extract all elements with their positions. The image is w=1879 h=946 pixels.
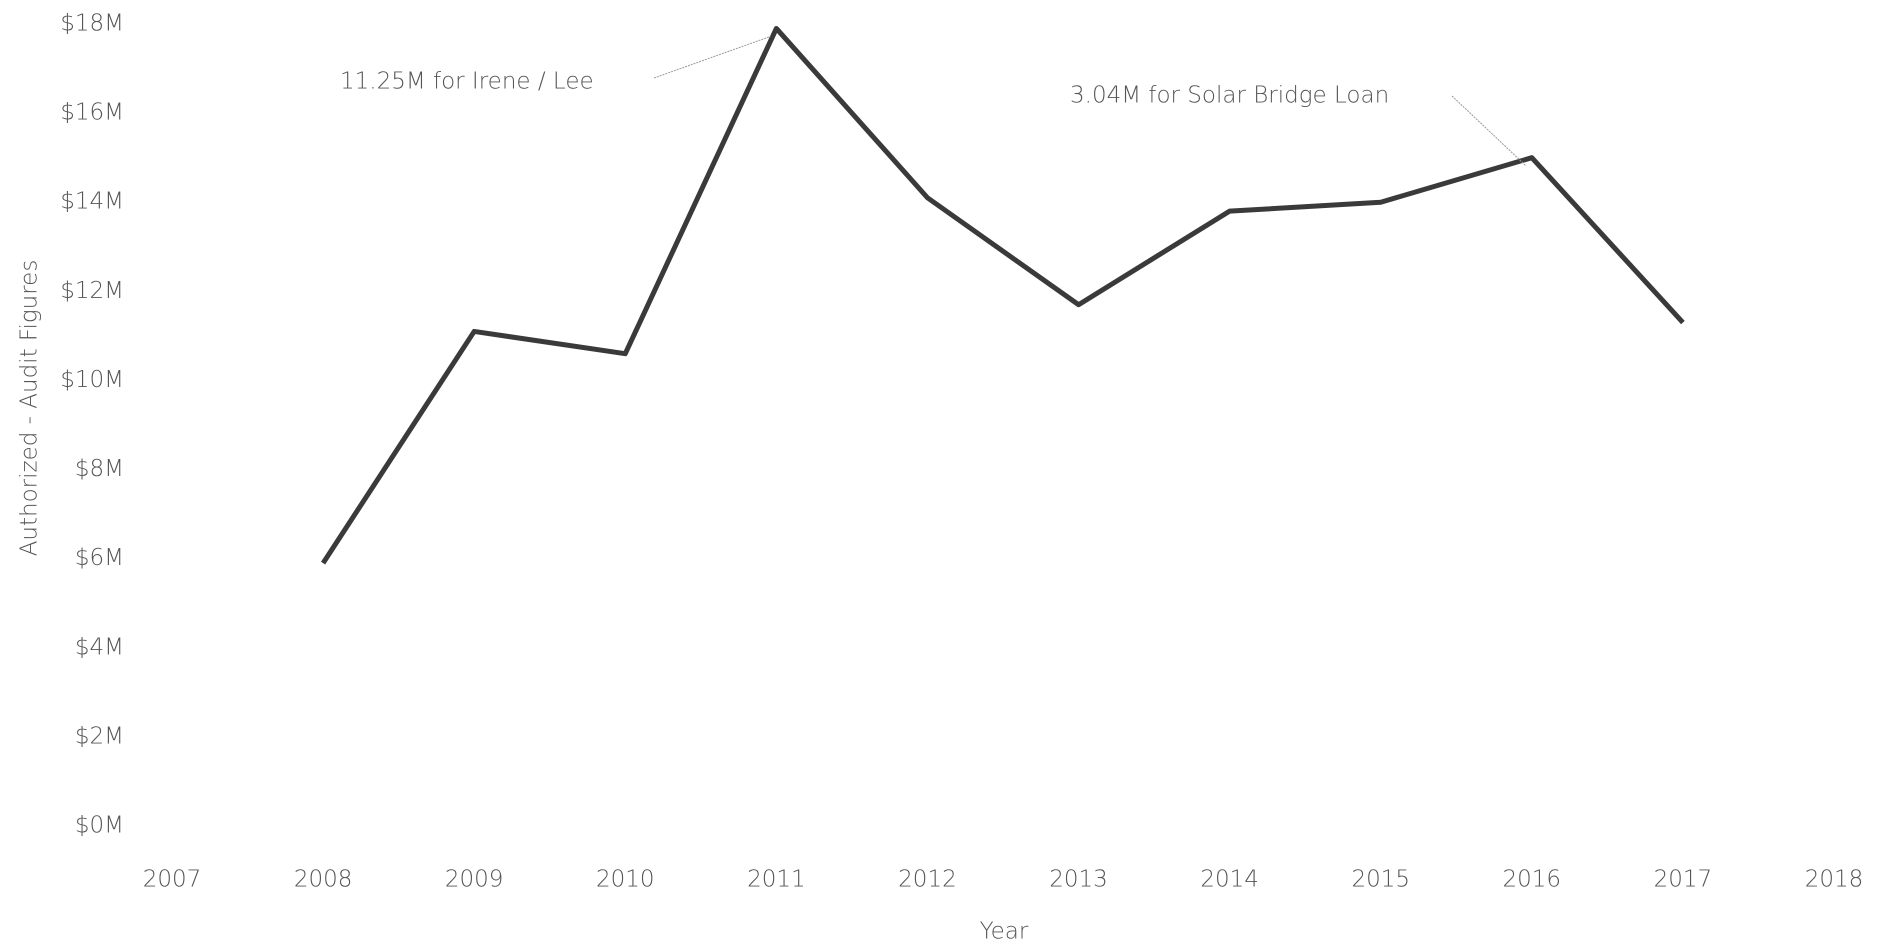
y-tick-label: $16M [60, 100, 124, 126]
y-tick-label: $4M [75, 634, 124, 660]
y-tick-label: $8M [75, 456, 124, 482]
x-tick-label: 2016 [1503, 867, 1562, 893]
y-tick-label: $12M [60, 278, 124, 304]
y-tick-label: $2M [75, 723, 124, 749]
x-tick-label: 2013 [1049, 867, 1108, 893]
y-axis-label: Authorized - Audit Figures [17, 260, 43, 557]
annotation: 3.04M for Solar Bridge Loan [1070, 83, 1389, 109]
y-tick-label: $0M [75, 813, 124, 839]
x-tick-label: 2015 [1351, 867, 1410, 893]
y-tick-label: $18M [60, 11, 124, 37]
annotation-leader [1451, 95, 1527, 167]
annotation: 11.25M for Irene / Lee [340, 69, 594, 95]
x-tick-label: 2011 [747, 867, 806, 893]
x-axis-label: Year [980, 919, 1029, 945]
x-tick-label: 2010 [596, 867, 655, 893]
x-tick-label: 2017 [1654, 867, 1713, 893]
x-tick-label: 2014 [1200, 867, 1259, 893]
y-tick-label: $6M [75, 545, 124, 571]
y-tick-label: $10M [60, 367, 124, 393]
annotation-leader [653, 35, 771, 79]
x-tick-label: 2008 [294, 867, 353, 893]
x-tick-label: 2012 [898, 867, 957, 893]
x-tick-label: 2007 [143, 867, 202, 893]
x-tick-label: 2018 [1805, 867, 1864, 893]
line-series [320, 25, 1685, 565]
y-tick-label: $14M [60, 189, 124, 215]
x-tick-label: 2009 [445, 867, 504, 893]
